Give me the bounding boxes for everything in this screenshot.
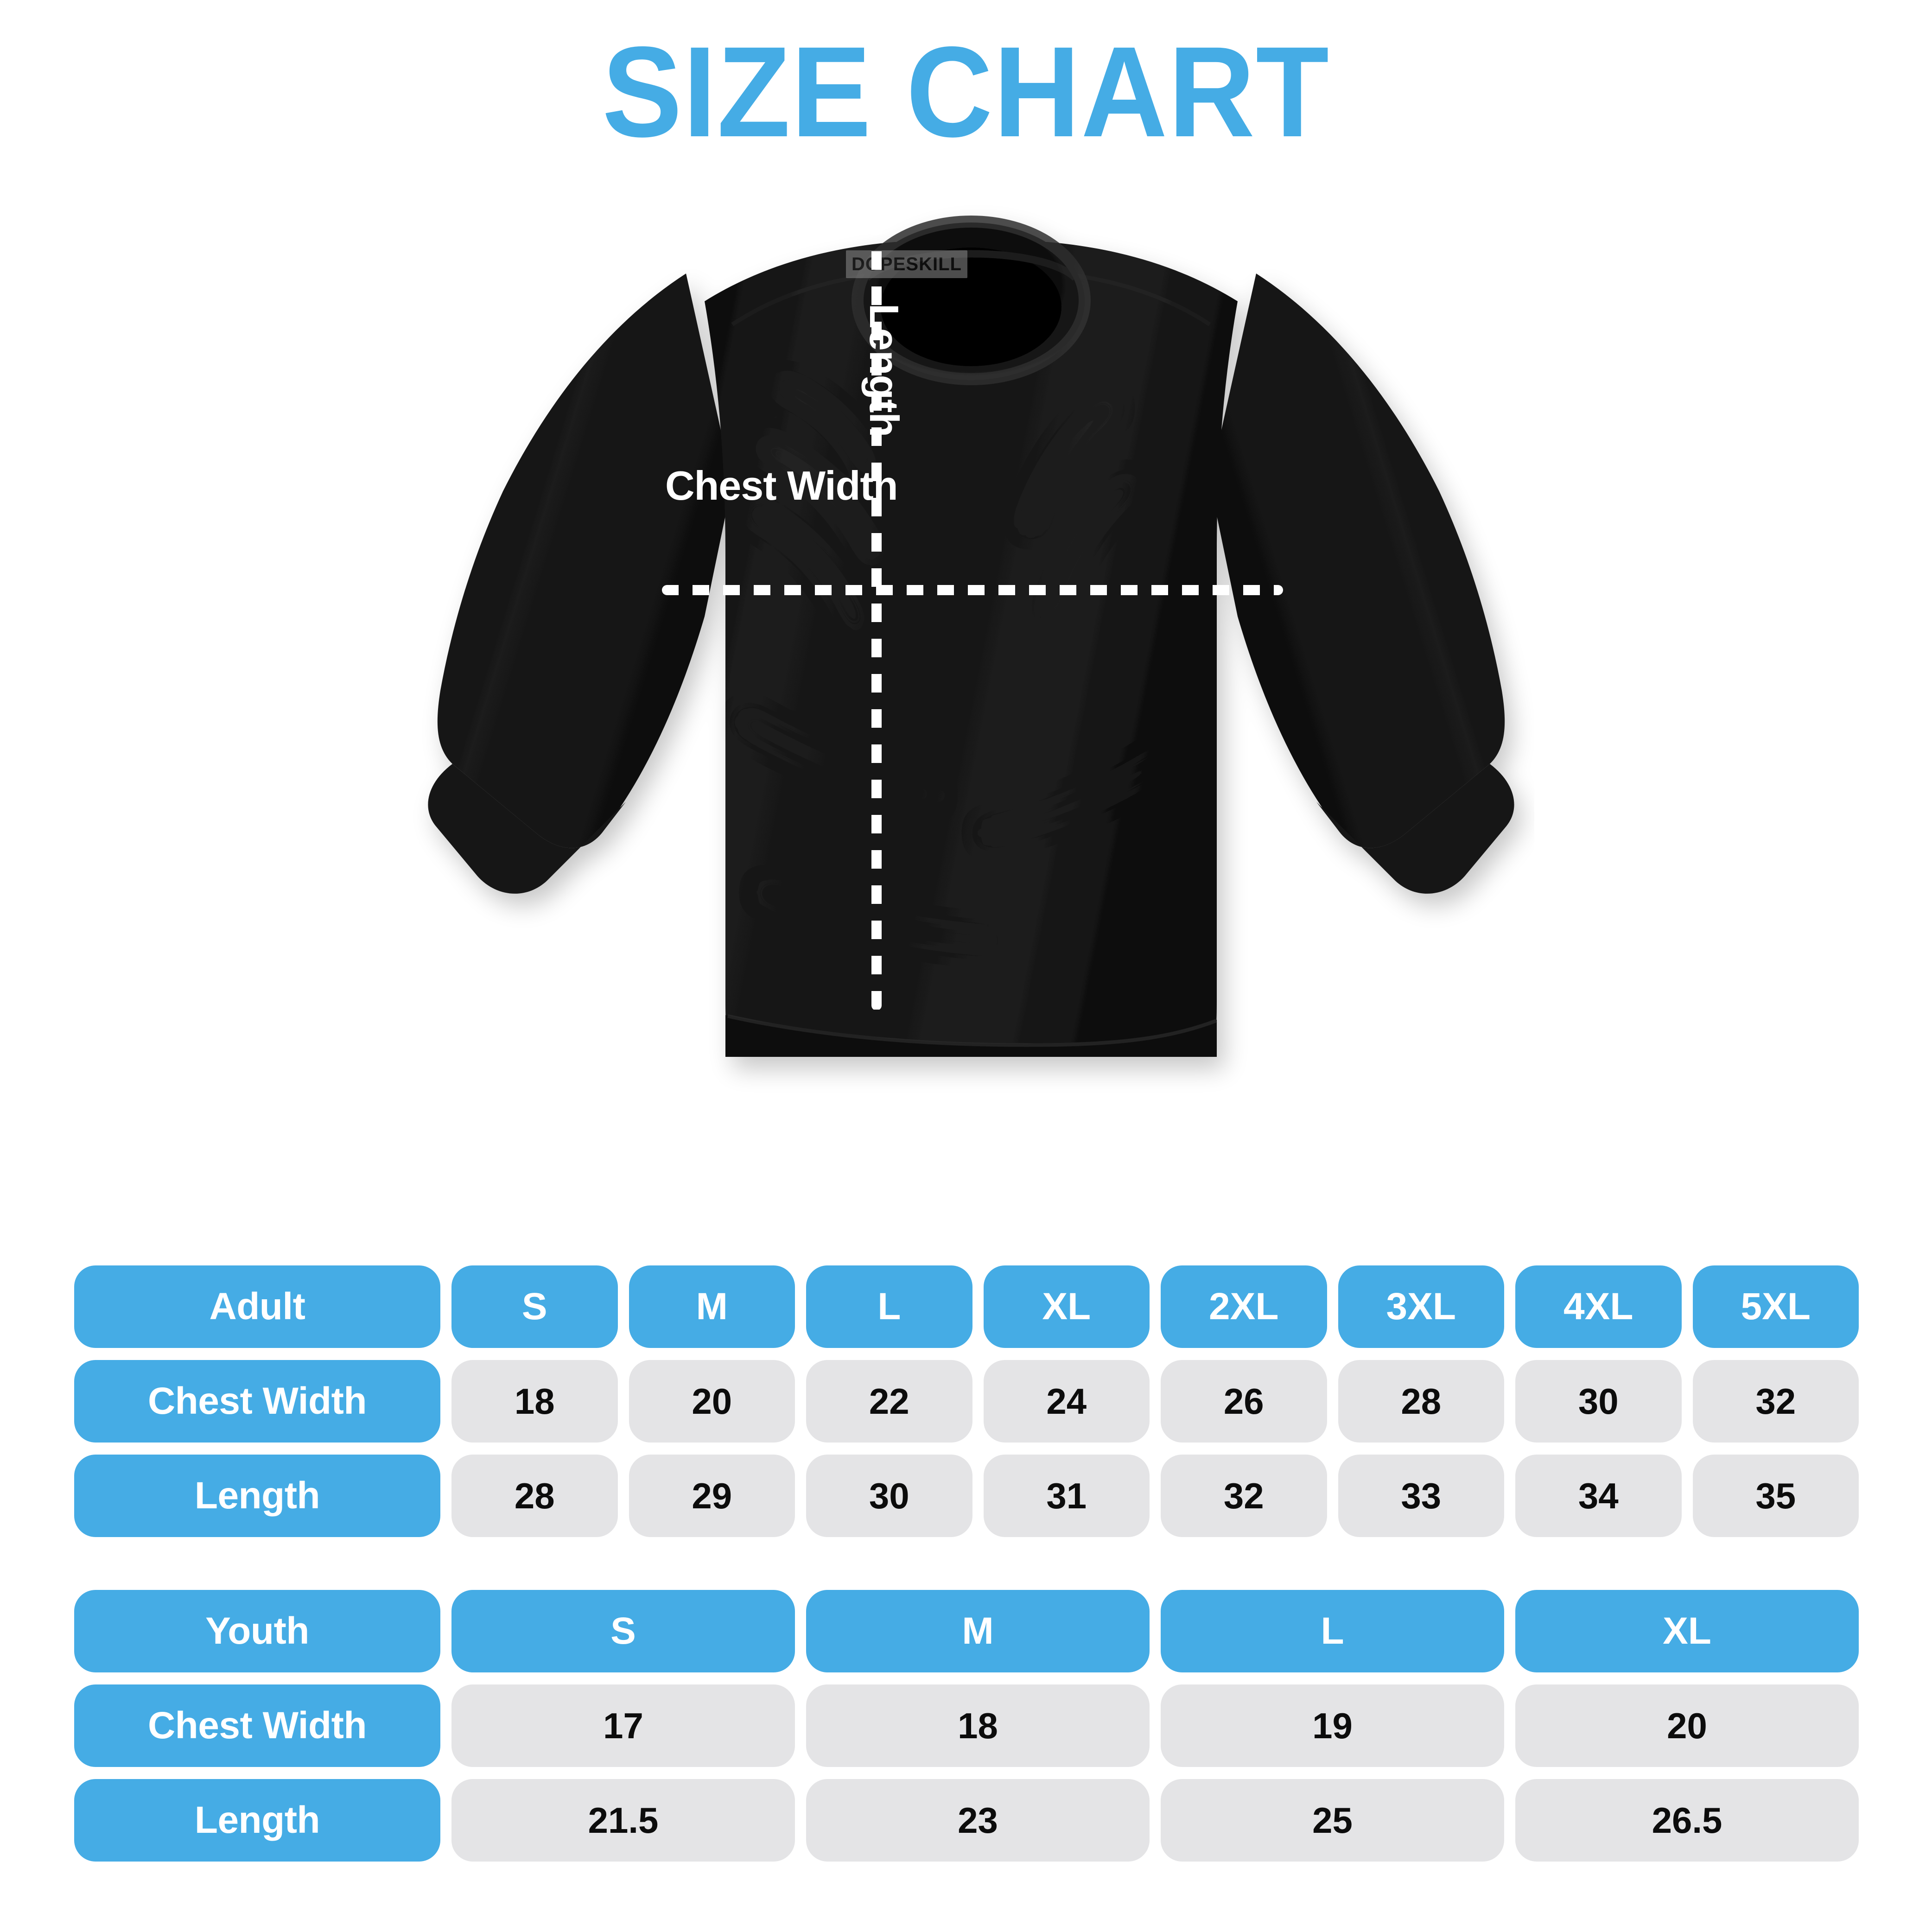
brand-neck-label-text: DOPESKILL [852, 254, 962, 274]
adult-length-label: Length [74, 1455, 440, 1537]
youth-chest-width-m: 18 [806, 1684, 1150, 1767]
adult-length-2xl: 32 [1161, 1455, 1327, 1537]
left-cuff [428, 764, 626, 894]
adult-length-s: 28 [451, 1455, 618, 1537]
adult-length-l: 30 [806, 1455, 972, 1537]
left-sleeve [437, 273, 732, 848]
youth-length-s: 21.5 [451, 1779, 795, 1862]
table-row: Chest Width 18 20 22 24 26 28 30 32 [74, 1360, 1859, 1443]
youth-length-label: Length [74, 1779, 440, 1862]
adult-chest-width-5xl: 32 [1692, 1360, 1859, 1443]
garment-illustration: DOPESKILL Chest Width Length [408, 181, 1534, 1224]
adult-size-l[interactable]: L [806, 1265, 972, 1348]
adult-chest-width-s: 18 [451, 1360, 618, 1443]
youth-length-l: 25 [1161, 1779, 1504, 1862]
adult-chest-width-4xl: 30 [1515, 1360, 1682, 1443]
adult-length-5xl: 35 [1692, 1455, 1859, 1537]
table-row: Length 28 29 30 31 32 33 34 35 [74, 1455, 1859, 1537]
right-cuff [1316, 764, 1514, 894]
page-title: SIZE CHART [602, 19, 1330, 164]
adult-chest-width-m: 20 [629, 1360, 795, 1443]
adult-chest-width-xl: 24 [983, 1360, 1150, 1443]
shirt-body [705, 242, 1238, 1057]
youth-length-m: 23 [806, 1779, 1150, 1862]
adult-size-xl[interactable]: XL [983, 1265, 1150, 1348]
adult-size-3xl[interactable]: 3XL [1338, 1265, 1504, 1348]
youth-size-m[interactable]: M [806, 1590, 1150, 1672]
youth-length-xl: 26.5 [1515, 1779, 1859, 1862]
adult-size-s[interactable]: S [451, 1265, 618, 1348]
length-annotation: Length [861, 304, 907, 437]
adult-size-m[interactable]: M [629, 1265, 795, 1348]
right-sleeve [1210, 273, 1505, 848]
adult-chest-width-2xl: 26 [1161, 1360, 1327, 1443]
youth-header-label: Youth [74, 1590, 440, 1672]
chest-width-annotation: Chest Width [665, 463, 898, 508]
table-header-row: Adult S M L XL 2XL 3XL 4XL 5XL [74, 1265, 1859, 1348]
bottom-hem [725, 1015, 1217, 1057]
youth-size-table: Youth S M L XL Chest Width 17 18 19 20 L… [74, 1590, 1859, 1862]
adult-header-label: Adult [74, 1265, 440, 1348]
table-header-row: Youth S M L XL [74, 1590, 1859, 1672]
chest-width-dashed-line [662, 585, 1283, 595]
adult-length-4xl: 34 [1515, 1455, 1682, 1537]
adult-size-2xl[interactable]: 2XL [1161, 1265, 1327, 1348]
adult-length-m: 29 [629, 1455, 795, 1537]
adult-chest-width-l: 22 [806, 1360, 972, 1443]
adult-length-xl: 31 [983, 1455, 1150, 1537]
adult-chest-width-3xl: 28 [1338, 1360, 1504, 1443]
table-row: Chest Width 17 18 19 20 [74, 1684, 1859, 1767]
adult-size-4xl[interactable]: 4XL [1515, 1265, 1682, 1348]
youth-chest-width-s: 17 [451, 1684, 795, 1767]
youth-chest-width-xl: 20 [1515, 1684, 1859, 1767]
youth-size-l[interactable]: L [1161, 1590, 1504, 1672]
adult-size-5xl[interactable]: 5XL [1692, 1265, 1859, 1348]
adult-length-3xl: 33 [1338, 1455, 1504, 1537]
youth-chest-width-label: Chest Width [74, 1684, 440, 1767]
long-sleeve-tshirt-icon [428, 216, 1514, 1057]
adult-chest-width-label: Chest Width [74, 1360, 440, 1443]
table-row: Length 21.5 23 25 26.5 [74, 1779, 1859, 1862]
youth-size-xl[interactable]: XL [1515, 1590, 1859, 1672]
brand-neck-label: DOPESKILL [846, 250, 967, 278]
length-dashed-line [871, 181, 882, 1010]
youth-chest-width-l: 19 [1161, 1684, 1504, 1767]
adult-size-table: Adult S M L XL 2XL 3XL 4XL 5XL Chest Wid… [74, 1265, 1859, 1537]
youth-size-s[interactable]: S [451, 1590, 795, 1672]
